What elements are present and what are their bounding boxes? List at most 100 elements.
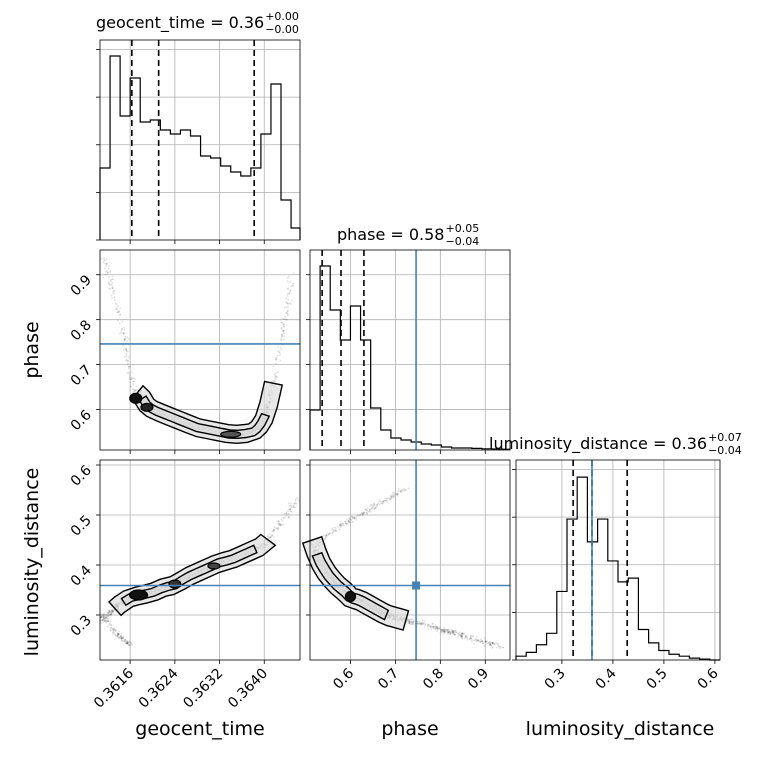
scatter-point (279, 523, 282, 526)
scatter-point (287, 516, 290, 518)
scatter-point (104, 273, 107, 276)
scatter-point (324, 535, 327, 538)
scatter-point (477, 639, 480, 642)
truth-marker (412, 581, 421, 590)
scatter-point (469, 634, 472, 637)
scatter-point (447, 628, 450, 631)
scatter-point (120, 635, 123, 638)
scatter-point (119, 307, 122, 310)
scatter-point (448, 630, 450, 633)
scatter-point (108, 276, 110, 278)
scatter-point (431, 626, 434, 629)
scatter-point (473, 642, 476, 645)
scatter-point (282, 325, 285, 328)
scatter-point (465, 635, 467, 637)
scatter-point (461, 637, 463, 640)
scatter-point (373, 508, 375, 511)
scatter-point (288, 517, 290, 519)
scatter-point (126, 640, 128, 642)
scatter-point (282, 517, 285, 519)
scatter-point (285, 297, 287, 300)
scatter-point (277, 521, 280, 523)
scatter-point (109, 629, 112, 632)
scatter-point (112, 630, 115, 633)
scatter-point (441, 630, 443, 632)
scatter-point (347, 520, 350, 522)
scatter-point (492, 641, 494, 644)
scatter-point (352, 520, 355, 523)
scatter-point (271, 535, 273, 537)
scatter-point (278, 351, 281, 353)
scatter-point (123, 332, 126, 335)
scatter-point (348, 520, 351, 523)
scatter-point (279, 359, 282, 362)
scatter-point (279, 523, 282, 526)
scatter-point (348, 517, 351, 520)
scatter-point (429, 625, 432, 627)
scatter-point (485, 640, 487, 642)
scatter-point (124, 336, 127, 338)
scatter-point (337, 526, 339, 528)
scatter-point (386, 499, 388, 501)
scatter-point (117, 636, 120, 639)
scatter-point (286, 293, 289, 295)
scatter-point (446, 630, 449, 633)
scatter-point (117, 633, 120, 636)
scatter-point (426, 625, 429, 628)
scatter-point (476, 639, 479, 642)
scatter-point (339, 523, 342, 525)
scatter-point (282, 323, 285, 326)
scatter-point (433, 626, 436, 628)
scatter-point (126, 643, 129, 645)
scatter-point (132, 391, 135, 393)
scatter-point (284, 515, 287, 517)
scatter-point (274, 356, 277, 359)
scatter-point (109, 613, 112, 615)
scatter-point (107, 614, 110, 617)
scatter-point (271, 530, 273, 533)
scatter-point (289, 303, 292, 306)
scatter-point (110, 294, 113, 297)
scatter-point (105, 258, 108, 261)
scatter-point (100, 616, 103, 619)
scatter-point (452, 630, 455, 632)
y-tick-label: 0.5 (68, 513, 95, 540)
scatter-point (283, 306, 286, 309)
scatter-point (346, 523, 348, 526)
scatter-point (279, 524, 282, 527)
scatter-point (497, 645, 500, 648)
scatter-point (127, 360, 129, 362)
scatter-point (396, 493, 398, 496)
scatter-point (272, 365, 274, 368)
scatter-point (108, 609, 111, 612)
scatter-point (369, 508, 372, 511)
scatter-point (280, 327, 283, 330)
scatter-point (471, 639, 474, 642)
scatter-point (274, 374, 277, 377)
scatter-point (117, 633, 120, 635)
scatter-point (110, 611, 113, 614)
scatter-point (281, 339, 283, 342)
scatter-point (459, 633, 462, 636)
scatter-point (459, 634, 461, 637)
x-tick-label: 0.3 (542, 666, 569, 693)
scatter-point (109, 613, 112, 616)
scatter-point (361, 513, 364, 515)
scatter-point (434, 625, 436, 628)
scatter-point (284, 315, 286, 318)
scatter-point (103, 617, 105, 620)
scatter-point (361, 511, 364, 514)
scatter-point (286, 318, 288, 321)
scatter-point (104, 613, 107, 616)
density-peak (220, 430, 242, 438)
scatter-point (116, 311, 119, 314)
scatter-point (434, 628, 437, 631)
scatter-point (335, 530, 337, 532)
scatter-point (408, 620, 411, 623)
scatter-point (130, 378, 132, 380)
scatter-point (412, 619, 415, 622)
scatter-point (288, 302, 291, 304)
scatter-point (483, 637, 486, 640)
scatter-point (107, 612, 110, 614)
scatter-point (365, 509, 368, 512)
